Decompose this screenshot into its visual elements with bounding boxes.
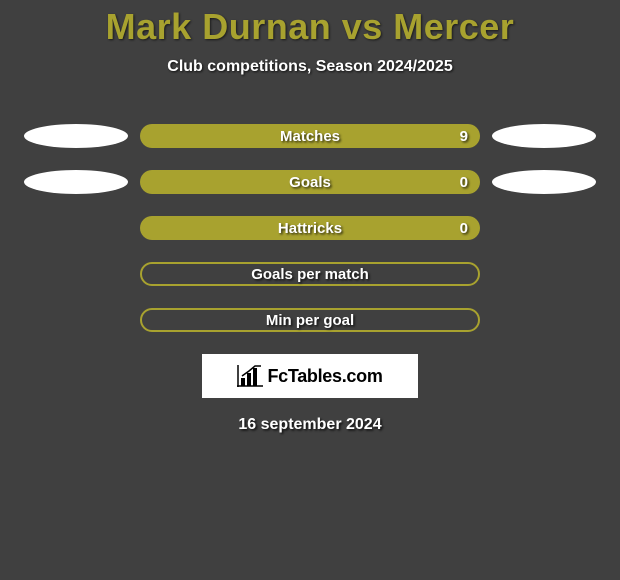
- stat-label: Min per goal: [142, 312, 478, 329]
- right-ellipse: [492, 124, 596, 148]
- stat-label: Goals: [140, 174, 480, 191]
- stat-value: 0: [460, 220, 468, 237]
- stats-rows: Matches 9 Goals 0 Hattricks 0 Goals per …: [0, 124, 620, 332]
- stat-label: Goals per match: [142, 266, 478, 283]
- stat-bar: Hattricks 0: [140, 216, 480, 240]
- stat-label: Matches: [140, 128, 480, 145]
- logo-text: FcTables.com: [267, 366, 382, 387]
- stat-value: 9: [460, 128, 468, 145]
- stat-bar: Goals 0: [140, 170, 480, 194]
- left-ellipse: [24, 124, 128, 148]
- left-ellipse: [24, 170, 128, 194]
- stat-row-hattricks: Hattricks 0: [0, 216, 620, 240]
- stat-row-goals: Goals 0: [0, 170, 620, 194]
- stat-value: 0: [460, 174, 468, 191]
- bar-chart-icon: [237, 365, 263, 387]
- stat-row-matches: Matches 9: [0, 124, 620, 148]
- stat-row-mpg: Min per goal: [0, 308, 620, 332]
- date-text: 16 september 2024: [0, 416, 620, 434]
- page-title: Mark Durnan vs Mercer: [0, 0, 620, 48]
- stat-row-gpm: Goals per match: [0, 262, 620, 286]
- stat-bar: Matches 9: [140, 124, 480, 148]
- stat-label: Hattricks: [140, 220, 480, 237]
- subtitle: Club competitions, Season 2024/2025: [0, 58, 620, 76]
- stat-bar: Min per goal: [140, 308, 480, 332]
- fctables-logo[interactable]: FcTables.com: [202, 354, 418, 398]
- right-ellipse: [492, 170, 596, 194]
- stat-bar: Goals per match: [140, 262, 480, 286]
